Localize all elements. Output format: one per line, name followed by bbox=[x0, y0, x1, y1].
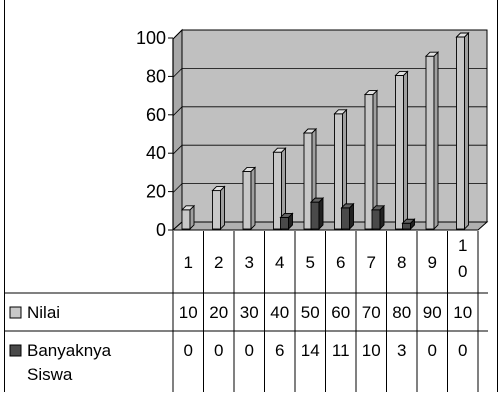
bar-nilai-front bbox=[212, 190, 221, 230]
bar-banyaknya-siswa-top bbox=[340, 203, 355, 209]
bar-banyaknya-siswa-top bbox=[401, 218, 416, 224]
bar-nilai-front bbox=[395, 74, 404, 230]
table-value: 0 bbox=[214, 341, 223, 360]
bar-nilai bbox=[180, 204, 196, 231]
y-tick-label: 80 bbox=[146, 66, 166, 86]
x-category-label: 4 bbox=[275, 253, 284, 272]
x-category-label: 6 bbox=[336, 253, 345, 272]
gridline-side bbox=[172, 144, 183, 155]
bar-nilai bbox=[241, 166, 257, 231]
bar-nilai-front bbox=[364, 94, 374, 230]
legend-key-banyaknya-siswa bbox=[9, 344, 22, 357]
bar-nilai bbox=[424, 51, 440, 231]
gridline-side bbox=[172, 106, 183, 117]
bar-nilai-top bbox=[333, 109, 348, 115]
bar-nilai-side bbox=[220, 185, 225, 231]
bar-nilai-side bbox=[403, 70, 408, 231]
table-value: 50 bbox=[301, 303, 320, 322]
gridline-side bbox=[172, 68, 183, 78]
table-value: 20 bbox=[209, 303, 228, 322]
bar-nilai-side bbox=[464, 31, 469, 231]
table-value: 3 bbox=[397, 341, 406, 360]
bar-nilai-top bbox=[455, 32, 470, 38]
bar-banyaknya-siswa-side bbox=[318, 197, 324, 231]
table-value: 0 bbox=[245, 341, 254, 360]
bar-banyaknya-siswa-top bbox=[279, 213, 294, 218]
bar-banyaknya-siswa-top bbox=[309, 197, 325, 203]
bar-nilai-side bbox=[250, 166, 256, 231]
bar-nilai-top bbox=[180, 205, 196, 211]
table-value: 6 bbox=[275, 341, 284, 360]
table-value: 10 bbox=[453, 303, 472, 322]
bar-nilai-top bbox=[272, 147, 287, 153]
y-tick-label: 60 bbox=[146, 105, 166, 125]
bar-banyaknya-siswa bbox=[279, 212, 294, 231]
bar-banyaknya-siswa-front bbox=[341, 207, 350, 230]
x-category-label: 0 bbox=[458, 262, 467, 281]
table-value: 0 bbox=[428, 341, 437, 360]
series-label-banyaknya-siswa: Siswa bbox=[27, 365, 73, 384]
bar-nilai-top bbox=[363, 90, 379, 96]
bar-nilai-front bbox=[456, 36, 465, 230]
chart-frame bbox=[4, 0, 498, 392]
table-value: 30 bbox=[240, 303, 259, 322]
table-value: 90 bbox=[423, 303, 442, 322]
bar-nilai-top bbox=[394, 70, 409, 76]
table-value: 0 bbox=[458, 341, 467, 360]
bar-nilai-top bbox=[241, 166, 257, 172]
x-category-label: 2 bbox=[214, 253, 223, 272]
bar-nilai-top bbox=[424, 51, 440, 57]
gridline-side bbox=[172, 29, 183, 40]
x-category-label: 9 bbox=[428, 253, 437, 272]
table-value: 70 bbox=[362, 303, 381, 322]
x-category-label: 5 bbox=[306, 253, 315, 272]
plot-side-wall bbox=[172, 28, 183, 232]
gridline-side bbox=[172, 183, 183, 193]
bar-banyaknya-siswa-front bbox=[280, 217, 289, 230]
bar-banyaknya-siswa-front bbox=[402, 222, 411, 230]
bar-banyaknya-siswa bbox=[401, 218, 416, 231]
y-tick-label: 20 bbox=[146, 182, 166, 202]
bar-nilai bbox=[363, 89, 379, 231]
bar-nilai bbox=[455, 31, 470, 231]
x-category-label: 7 bbox=[367, 253, 376, 272]
legend-key-nilai bbox=[9, 306, 22, 319]
table-value: 60 bbox=[331, 303, 350, 322]
bar-nilai-front bbox=[242, 170, 252, 230]
x-category-label: 3 bbox=[245, 253, 254, 272]
bar-nilai-top bbox=[211, 186, 226, 192]
table-value: 14 bbox=[301, 341, 320, 360]
x-category-label: 8 bbox=[397, 253, 406, 272]
bar-nilai-front bbox=[425, 55, 435, 230]
y-tick-label: 40 bbox=[146, 143, 166, 163]
table-value: 80 bbox=[392, 303, 411, 322]
bar-nilai-top bbox=[302, 128, 318, 134]
table-value: 10 bbox=[362, 341, 381, 360]
x-category-label: 1 bbox=[458, 236, 467, 255]
y-tick-label: 0 bbox=[156, 220, 166, 240]
bar-banyaknya-siswa-top bbox=[370, 205, 386, 211]
bar-nilai-front bbox=[181, 209, 191, 230]
bar-banyaknya-siswa bbox=[340, 202, 355, 231]
bar-banyaknya-siswa bbox=[309, 197, 325, 231]
bar-nilai bbox=[211, 185, 226, 231]
x-category-label: 1 bbox=[184, 253, 193, 272]
y-tick-label: 100 bbox=[136, 28, 166, 48]
bar-nilai bbox=[394, 70, 409, 231]
bar-banyaknya-siswa bbox=[370, 204, 386, 231]
y-axis: 0 20 40 60 80 100 bbox=[136, 28, 174, 240]
bar-banyaknya-siswa-front bbox=[371, 209, 381, 230]
table-value: 11 bbox=[332, 341, 350, 360]
table-value: 0 bbox=[184, 341, 193, 360]
table-value: 40 bbox=[270, 303, 289, 322]
table-value: 10 bbox=[179, 303, 198, 322]
series-label-nilai: Nilai bbox=[27, 303, 60, 322]
bar-nilai-side bbox=[433, 51, 439, 231]
series-label-banyaknya-siswa: Banyaknya bbox=[27, 341, 112, 360]
bar-banyaknya-siswa-front bbox=[310, 201, 320, 230]
